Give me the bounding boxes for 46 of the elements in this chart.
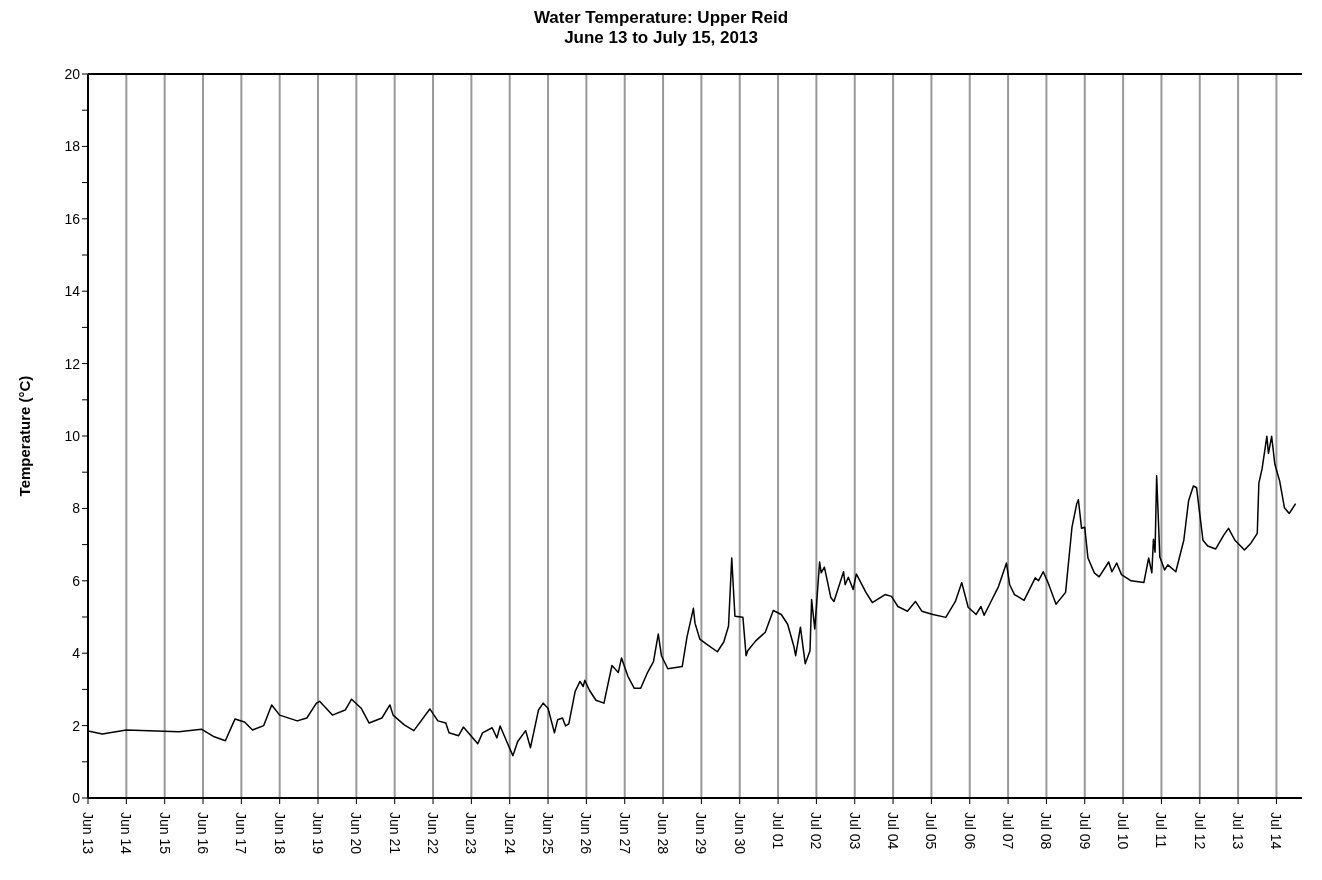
x-tick-label: Jul 07 [1000, 812, 1017, 850]
y-tick-label: 2 [72, 717, 81, 734]
x-tick-label: Jun 19 [310, 812, 327, 855]
x-tick-label: Jul 14 [1268, 812, 1285, 850]
x-tick-label: Jun 20 [348, 812, 365, 855]
x-tick-label: Jul 13 [1230, 812, 1247, 850]
y-tick-label: 6 [72, 572, 81, 589]
x-tick-label: Jun 24 [501, 812, 518, 855]
x-tick-label: Jun 30 [731, 812, 748, 855]
x-tick-label: Jul 02 [808, 812, 825, 850]
x-tick-label: Jul 10 [1115, 812, 1132, 850]
chart-title: Water Temperature: Upper Reid [532, 8, 790, 28]
x-tick-label: Jun 28 [655, 812, 672, 855]
x-tick-label: Jun 18 [271, 812, 288, 855]
x-tick-label: Jun 29 [693, 812, 710, 855]
y-tick-label: 12 [64, 355, 81, 372]
x-tick-label: Jun 17 [233, 812, 250, 855]
y-tick-label: 16 [64, 210, 81, 227]
y-tick-label: 14 [64, 283, 81, 300]
x-tick-label: Jun 15 [156, 812, 173, 855]
x-tick-label: Jul 03 [846, 812, 863, 850]
y-tick-label: 8 [72, 500, 81, 517]
x-tick-label: Jul 01 [770, 812, 787, 850]
y-tick-label: 0 [72, 789, 81, 806]
x-tick-label: Jul 04 [885, 812, 902, 850]
y-tick-label: 18 [64, 138, 81, 155]
x-tick-label: Jul 08 [1038, 812, 1055, 850]
x-tick-label: Jun 27 [616, 812, 633, 855]
x-tick-label: Jun 13 [80, 812, 96, 855]
x-tick-label: Jul 05 [923, 812, 940, 850]
x-tick-label: Jul 11 [1153, 812, 1170, 849]
x-tick-label: Jun 16 [195, 812, 212, 855]
chart-subtitle: June 13 to July 15, 2013 [563, 28, 759, 48]
x-tick-label: Jul 09 [1076, 812, 1093, 850]
y-tick-label: 4 [72, 645, 81, 662]
x-tick-label: Jun 14 [118, 812, 135, 855]
x-tick-label: Jul 06 [961, 812, 978, 850]
y-tick-label: 10 [64, 427, 81, 444]
x-tick-label: Jun 25 [540, 812, 557, 855]
x-tick-label: Jun 26 [578, 812, 595, 855]
x-tick-label: Jun 22 [425, 812, 442, 855]
x-tick-label: Jul 12 [1191, 812, 1208, 850]
x-tick-label: Jun 23 [463, 812, 480, 855]
y-tick-label: 20 [64, 65, 81, 82]
x-tick-label: Jun 21 [386, 812, 403, 855]
y-axis-title: Temperature (°C) [16, 375, 34, 497]
